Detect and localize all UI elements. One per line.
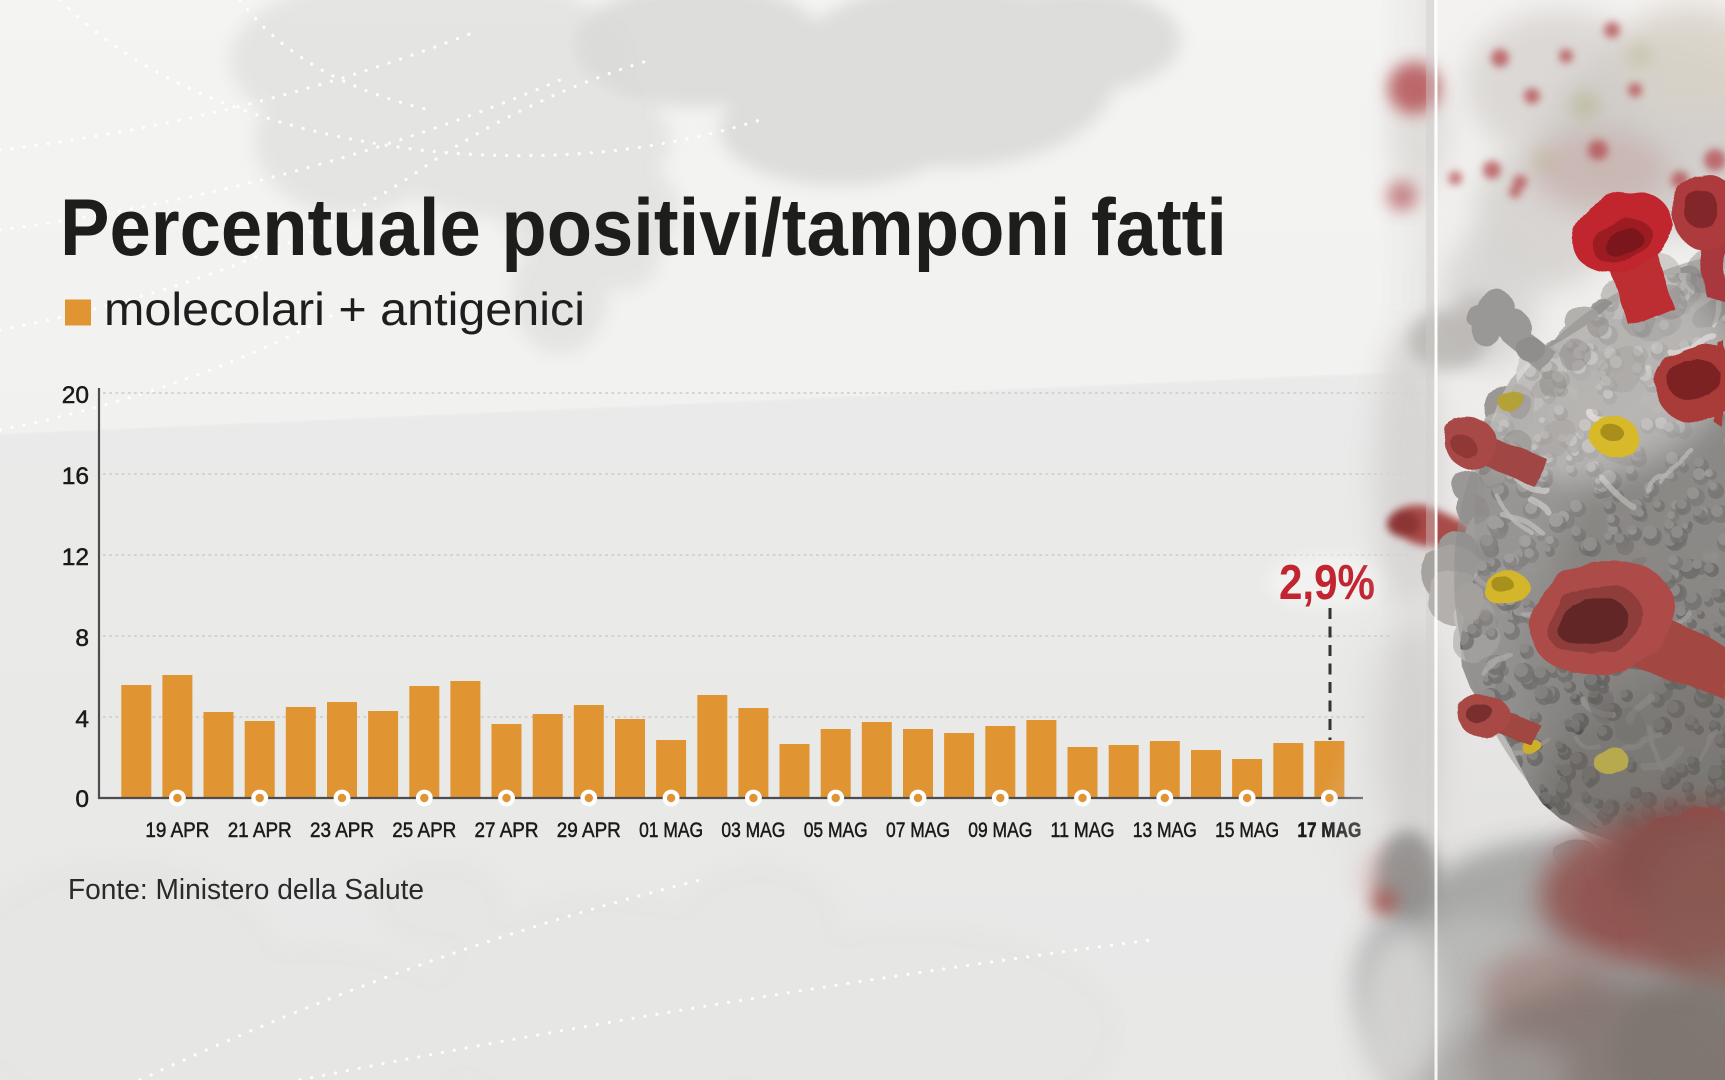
svg-text:27 APR: 27 APR	[475, 818, 539, 842]
svg-text:4: 4	[75, 706, 89, 733]
svg-text:25 APR: 25 APR	[392, 818, 456, 842]
svg-text:03 MAG: 03 MAG	[721, 818, 785, 842]
svg-text:29 APR: 29 APR	[557, 818, 621, 842]
svg-text:07 MAG: 07 MAG	[886, 818, 950, 842]
svg-text:05 MAG: 05 MAG	[804, 818, 868, 842]
svg-text:11 MAG: 11 MAG	[1051, 818, 1115, 842]
svg-text:01 MAG: 01 MAG	[639, 818, 703, 842]
svg-text:23 APR: 23 APR	[310, 818, 374, 842]
svg-text:13 MAG: 13 MAG	[1133, 818, 1197, 842]
svg-text:15 MAG: 15 MAG	[1215, 818, 1279, 842]
svg-text:21 APR: 21 APR	[228, 818, 292, 842]
svg-text:16: 16	[62, 463, 89, 490]
svg-text:19 APR: 19 APR	[145, 818, 209, 842]
svg-text:0: 0	[75, 786, 89, 813]
svg-text:molecolari + antigenici: molecolari + antigenici	[104, 283, 585, 335]
svg-text:Percentuale positivi/tamponi f: Percentuale positivi/tamponi fatti	[60, 183, 1227, 273]
svg-text:8: 8	[75, 625, 89, 652]
svg-text:09 MAG: 09 MAG	[968, 818, 1032, 842]
svg-text:12: 12	[62, 544, 89, 571]
svg-text:20: 20	[62, 382, 89, 409]
svg-text:Fonte: Ministero della Salute: Fonte: Ministero della Salute	[68, 874, 424, 906]
svg-text:2,9%: 2,9%	[1279, 556, 1375, 610]
